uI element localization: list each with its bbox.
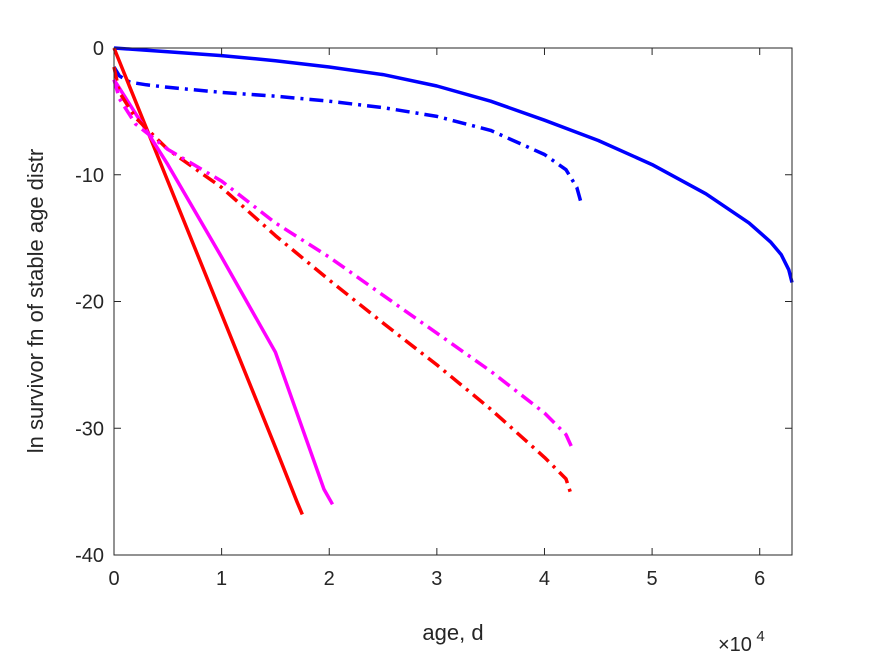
x-tick-labels: 0 1 2 3 4 5 6	[108, 568, 765, 590]
series-line-1	[113, 46, 794, 283]
x-tick-label-0: 0	[108, 568, 119, 590]
y-tick-labels: 0 -10 -20 -30 -40	[75, 38, 104, 567]
y-tick-label-0: 0	[93, 38, 104, 60]
x-tick-label-5: 5	[647, 568, 658, 590]
plot-lines	[112, 46, 794, 516]
series-line-4	[112, 78, 335, 506]
y-tick-label-3: -30	[75, 418, 104, 440]
series-line-3	[112, 47, 304, 516]
y-tick-label-2: -20	[75, 292, 104, 314]
series-line-6	[112, 79, 576, 452]
x-axis-multiplier-base: ×10	[718, 634, 752, 656]
y-tick-label-1: -10	[75, 165, 104, 187]
series-line-2	[112, 66, 584, 207]
x-tick-label-1: 1	[216, 568, 227, 590]
y-tick-label-4: -40	[75, 545, 104, 567]
x-tick-label-6: 6	[754, 568, 765, 590]
y-axis-label: ln survivor fn of stable age distr	[23, 149, 48, 453]
x-tick-label-4: 4	[539, 568, 550, 590]
series-line-5	[112, 66, 574, 496]
x-axis-multiplier-exponent: 4	[756, 628, 764, 645]
x-axis-multiplier: ×10 4	[718, 628, 765, 656]
x-tick-label-2: 2	[324, 568, 335, 590]
tick-marks	[113, 47, 792, 556]
x-axis-label: age, d	[422, 620, 483, 645]
x-tick-label-3: 3	[431, 568, 442, 590]
